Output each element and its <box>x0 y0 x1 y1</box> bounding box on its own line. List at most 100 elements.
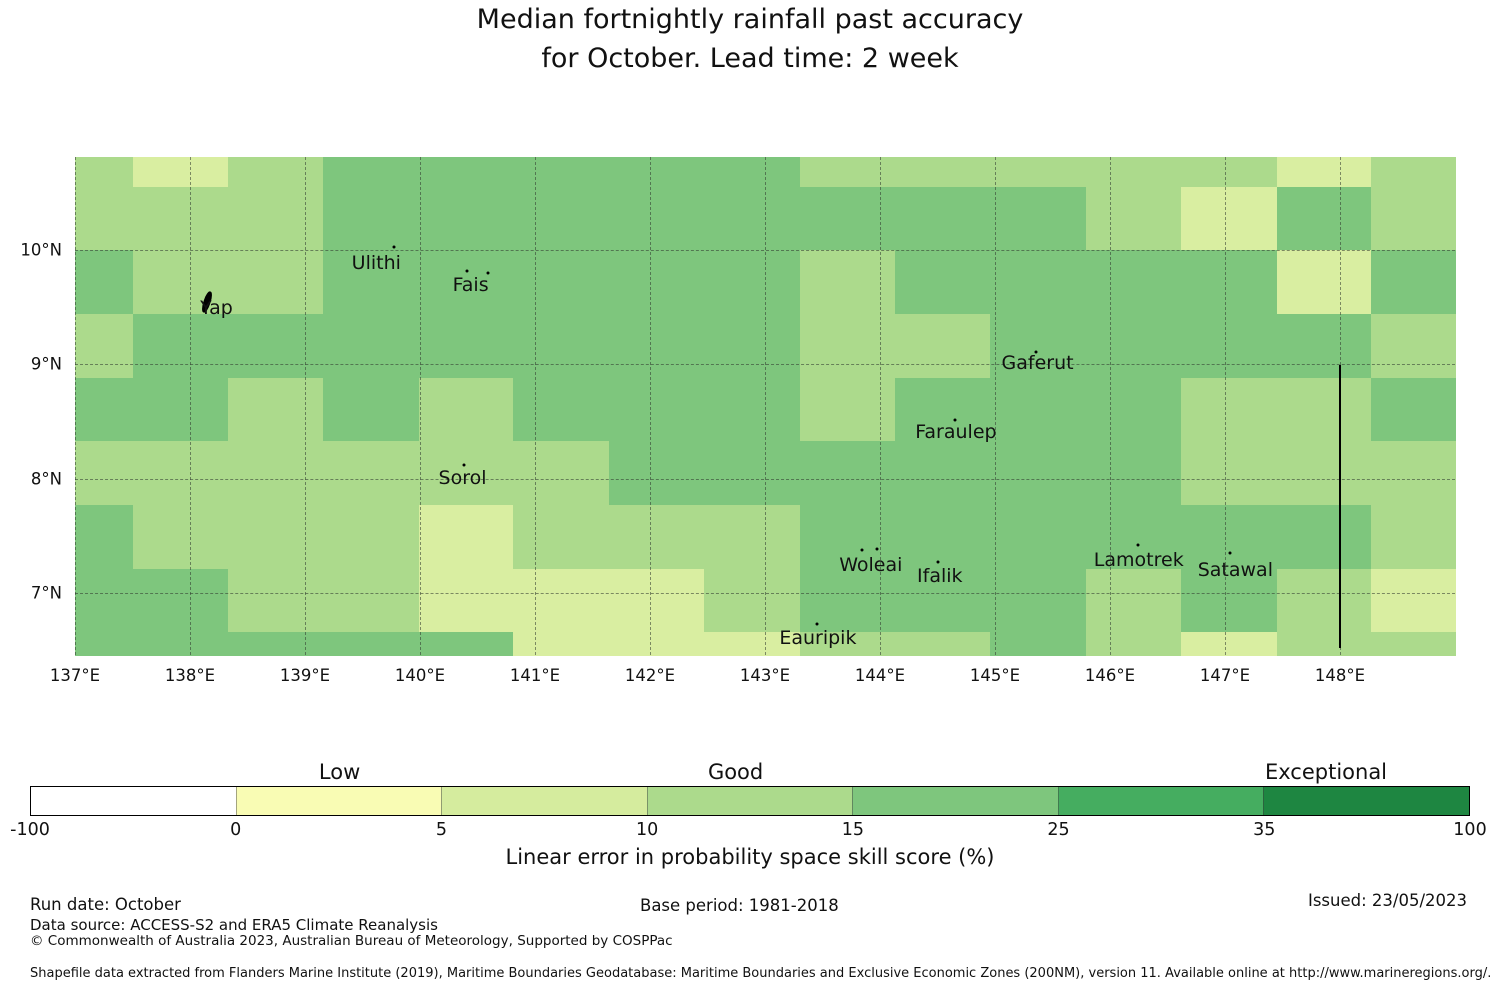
grid-cell <box>418 157 514 188</box>
grid-cell <box>227 313 324 379</box>
grid-cell <box>75 249 134 315</box>
grid-cell <box>418 186 514 251</box>
y-axis-tick-label: 10°N <box>20 240 62 260</box>
grid-cell <box>1181 249 1278 315</box>
grid-cell <box>132 186 229 251</box>
grid-cell <box>1181 440 1278 506</box>
grid-cell <box>513 632 610 656</box>
grid-cell <box>990 186 1087 251</box>
grid-cell <box>799 632 896 656</box>
grid-cell <box>1085 249 1182 315</box>
grid-cell <box>1085 632 1182 656</box>
grid-cell <box>894 377 991 442</box>
island-label-satawal: Satawal <box>1197 559 1273 582</box>
grid-cell <box>704 157 801 188</box>
grid-cell <box>704 186 801 251</box>
grid-cell <box>1371 569 1456 633</box>
colorbar <box>30 786 1470 816</box>
grid-cell <box>132 313 229 379</box>
grid-cell <box>227 505 324 570</box>
grid-cell <box>1085 186 1182 251</box>
grid-cell <box>132 632 229 656</box>
x-axis-tick-label: 142°E <box>624 666 676 685</box>
grid-cell <box>418 569 514 633</box>
island-marker-gaferut <box>1034 350 1038 354</box>
island-marker-faraulep <box>953 418 957 422</box>
colorbar-axis-label: Linear error in probability space skill … <box>505 845 995 869</box>
grid-cell <box>1085 569 1182 633</box>
grid-cell <box>323 186 420 251</box>
grid-cell <box>323 157 420 188</box>
grid-cell <box>894 569 991 633</box>
grid-cell <box>1085 377 1182 442</box>
grid-cell <box>75 440 134 506</box>
longitude-gridline <box>420 157 421 655</box>
footer-issued: Issued: 23/05/2023 <box>1307 891 1467 910</box>
grid-cell <box>799 569 896 633</box>
footer-shapefile-note: Shapefile data extracted from Flanders M… <box>30 966 1492 981</box>
chart-title-line1: Median fortnightly rainfall past accurac… <box>476 4 1024 35</box>
grid-cell <box>1181 313 1278 379</box>
island-marker-sorol <box>462 463 466 467</box>
grid-cell <box>513 157 610 188</box>
grid-cell <box>227 157 324 188</box>
grid-cell <box>894 313 991 379</box>
grid-cell <box>608 313 705 379</box>
grid-cell <box>418 313 514 379</box>
grid-cell <box>75 157 134 188</box>
grid-cell <box>608 377 705 442</box>
grid-cell <box>513 377 610 442</box>
colorbar-segment <box>646 787 853 815</box>
longitude-gridline <box>1225 157 1226 655</box>
grid-cell <box>227 249 324 315</box>
grid-cell <box>75 313 134 379</box>
grid-cell <box>799 440 896 506</box>
grid-cell <box>1276 313 1372 379</box>
colorbar-segment <box>852 787 1058 815</box>
grid-cell <box>608 632 705 656</box>
grid-cell <box>1371 249 1456 315</box>
grid-cell <box>513 313 610 379</box>
grid-cell <box>608 186 705 251</box>
grid-cell <box>513 440 610 506</box>
grid-cell <box>894 440 991 506</box>
grid-cell <box>75 632 134 656</box>
y-axis-tick-label: 7°N <box>30 583 62 603</box>
island-marker-lamotrek <box>1136 543 1140 547</box>
grid-cell <box>227 377 324 442</box>
grid-cell <box>799 377 896 442</box>
footer-copyright: © Commonwealth of Australia 2023, Austra… <box>30 932 673 949</box>
grid-cell <box>990 249 1087 315</box>
grid-cell <box>227 186 324 251</box>
island-label-sorol: Sorol <box>438 466 487 489</box>
grid-cell <box>418 632 514 656</box>
island-marker-woleai <box>860 548 864 552</box>
colorbar-segment <box>1057 787 1264 815</box>
grid-cell <box>799 313 896 379</box>
grid-cell <box>990 377 1087 442</box>
grid-cell <box>990 632 1087 656</box>
grid-cell <box>418 440 514 506</box>
island-label-eauripik: Eauripik <box>779 626 857 649</box>
grid-cell <box>75 377 134 442</box>
grid-cell <box>799 505 896 570</box>
grid-cell <box>704 569 801 633</box>
latitude-gridline <box>75 249 1455 251</box>
grid-cell <box>1276 249 1372 315</box>
island-marker-ulithi <box>392 245 396 249</box>
grid-cell <box>1371 377 1456 442</box>
grid-cell <box>1181 157 1278 188</box>
x-axis-tick-label: 146°E <box>1084 666 1136 685</box>
grid-cell <box>704 249 801 315</box>
grid-cell <box>132 505 229 570</box>
chart-title-line2: for October. Lead time: 2 week <box>541 43 959 74</box>
latitude-gridline <box>75 593 1455 595</box>
footer-run-date: Run date: October <box>30 895 181 914</box>
grid-cell <box>1181 377 1278 442</box>
grid-cell <box>1085 505 1182 570</box>
island-marker-eauripik <box>815 622 819 626</box>
island-marker-woleai <box>875 547 879 551</box>
latitude-gridline <box>75 478 1455 480</box>
